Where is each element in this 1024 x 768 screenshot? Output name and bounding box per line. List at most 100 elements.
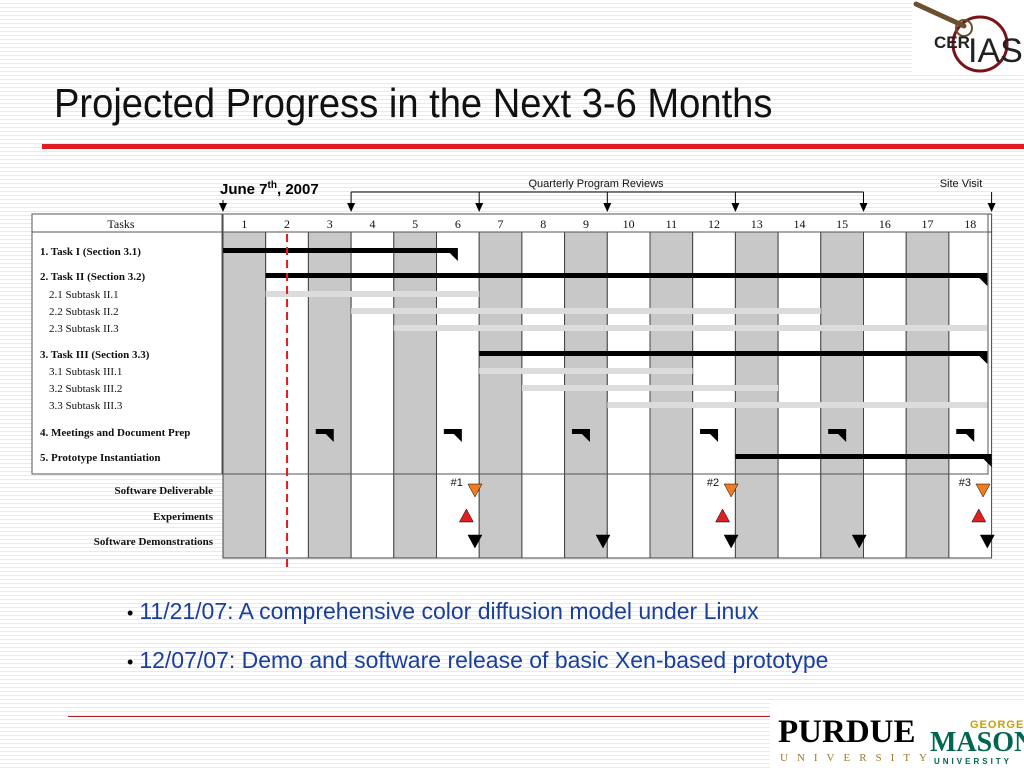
task-label-3: 2.1 Subtask II.1 [49, 289, 119, 301]
month-label-12: 12 [708, 217, 720, 231]
current-date-year: , 2007 [277, 181, 319, 198]
milestone-mark-3-5 [979, 534, 995, 549]
task-label-4: 2.2 Subtask II.2 [49, 306, 119, 318]
milestone-label-3: #3 [959, 477, 971, 489]
review-marker-arrow [987, 203, 996, 212]
month-label-10: 10 [623, 217, 635, 231]
month-column-16 [863, 231, 907, 559]
tasks-header-label: Tasks [107, 217, 134, 231]
month-column-18 [948, 231, 993, 559]
task-bar-11 [735, 454, 992, 459]
footer-rule [68, 716, 788, 717]
milestone-label-1: #1 [451, 477, 463, 489]
meeting-bar-end-2 [453, 434, 462, 442]
current-date-sup: th [268, 180, 277, 191]
cerias-cer-text: CER [934, 33, 970, 52]
month-label-9: 9 [583, 217, 589, 231]
month-column-7 [478, 231, 523, 559]
meeting-bar-6 [956, 429, 975, 434]
month-column-15 [820, 231, 864, 559]
month-column-17 [905, 231, 950, 559]
milestone-row-label-2: Experiments [153, 511, 214, 523]
page-title: Projected Progress in the Next 3-6 Month… [54, 80, 773, 126]
meeting-bar-5 [828, 429, 847, 434]
task-label-10: 4. Meetings and Document Prep [40, 427, 190, 439]
milestone-mark-1-1 [467, 483, 483, 498]
george-text: GEORGE [970, 719, 1024, 731]
meeting-bar-end-6 [966, 434, 975, 442]
month-column-14 [777, 231, 822, 559]
month-label-15: 15 [836, 217, 848, 231]
milestone-row-label-1: Software Deliverable [115, 485, 214, 497]
gantt-chart: Tasks 1 2 3 4 5 6 7 8 9 10 11 12 13 14 15 16 17 18 1. Tas… [31, 178, 996, 570]
task-label-11: 5. Prototype Instantiation [40, 452, 161, 464]
subtask-bar-3 [265, 291, 480, 297]
month-column-4 [350, 231, 395, 559]
meeting-bar-3 [571, 429, 590, 434]
task-label-6: 3. Task III (Section 3.3) [40, 349, 150, 361]
task-bar-end-6 [979, 356, 988, 364]
milestone-label-2: #2 [707, 477, 719, 489]
meeting-bar-1 [315, 429, 334, 434]
milestone-mark-1-3 [975, 483, 991, 498]
month-column-11 [649, 231, 694, 559]
task-list-panel [31, 213, 223, 475]
review-marker-arrow [603, 203, 612, 212]
milestone-mark-3-3 [723, 534, 739, 549]
month-column-9 [564, 231, 608, 559]
month-label-1: 1 [241, 217, 247, 231]
month-label-16: 16 [879, 217, 891, 231]
bullet-item-1: • 11/21/07: A comprehensive color diffusi… [127, 596, 828, 645]
title-underline [42, 144, 1024, 149]
review-markers [219, 191, 996, 212]
month-column-10 [606, 231, 651, 559]
month-label-2: 2 [284, 217, 290, 231]
task-bar-2 [265, 273, 988, 278]
subtask-bar-8 [521, 385, 779, 391]
task-labels: 1. Task I (Section 3.1) 2. Task II (Secti… [40, 246, 190, 464]
month-label-18: 18 [964, 217, 976, 231]
cerias-logo-graphic: CER IAS [913, 1, 1023, 73]
month-label-3: 3 [327, 217, 333, 231]
task-label-7: 3.1 Subtask III.1 [49, 366, 122, 378]
month-label-13: 13 [751, 217, 763, 231]
bullet-list: • 11/21/07: A comprehensive color diffusi… [127, 596, 828, 694]
subtask-bar-4 [351, 308, 821, 314]
month-headers: 1 2 3 4 5 6 7 8 9 10 11 12 13 14 15 16 17 18 [241, 217, 976, 231]
review-marker-arrow [731, 203, 740, 212]
task-label-1: 1. Task I (Section 3.1) [40, 246, 141, 258]
meeting-bar-end-1 [325, 434, 334, 442]
subtask-bar-9 [607, 402, 988, 408]
meeting-bar-2 [443, 429, 462, 434]
mason-university-text: UNIVERSITY [934, 757, 1013, 766]
task-bar-end-1 [449, 253, 458, 261]
month-column-6 [436, 231, 480, 559]
month-label-4: 4 [369, 217, 375, 231]
meeting-bar-end-5 [838, 434, 847, 442]
milestone-mark-2-1 [458, 508, 474, 523]
subtask-bar-7 [479, 368, 693, 374]
month-label-5: 5 [412, 217, 418, 231]
current-date-label: June 7th, 2007 [220, 180, 319, 198]
site-visit-label: Site Visit [940, 178, 983, 190]
task-label-5: 2.3 Subtask II.3 [49, 323, 119, 335]
task-label-2: 2. Task II (Section 3.2) [40, 271, 145, 283]
month-header-row [222, 213, 993, 233]
footer-logos: PURDUE UNIVERSITY GEORGE MASON UNIVERSIT… [770, 700, 1024, 768]
task-bar-6 [479, 351, 988, 356]
review-marker-arrow [219, 203, 227, 212]
task-bar-1 [223, 248, 458, 253]
month-label-17: 17 [922, 217, 934, 231]
cerias-ias-text: IAS [968, 32, 1023, 70]
month-column-1 [222, 231, 267, 559]
month-label-8: 8 [540, 217, 546, 231]
month-column-8 [521, 231, 566, 559]
bullet-text-1: 11/21/07: A comprehensive color diffusio… [139, 598, 759, 624]
month-label-7: 7 [498, 217, 504, 231]
current-date-text: June 7 [220, 181, 268, 198]
mason-logo: MASON [930, 727, 1024, 758]
milestones: Software Deliverable #1 #2 #3 Experiments Sof… [94, 477, 995, 549]
cerias-logo: CER IAS [912, 0, 1024, 74]
task-label-9: 3.3 Subtask III.3 [49, 400, 123, 412]
purdue-university-text: UNIVERSITY [780, 752, 936, 764]
